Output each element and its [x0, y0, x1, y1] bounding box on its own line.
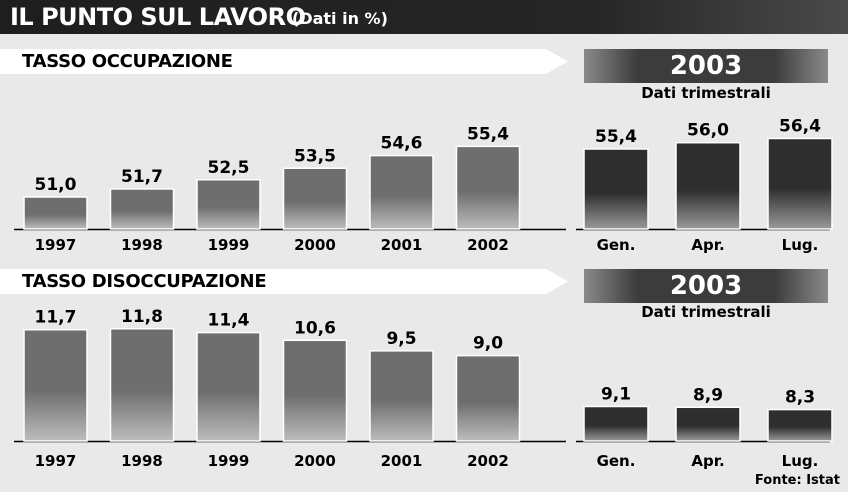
x-tick-label: 2001	[381, 452, 423, 470]
quarter-year-box-disoccupazione: 2003	[584, 269, 828, 303]
bar	[23, 328, 88, 442]
x-tick-label: Apr.	[691, 236, 724, 254]
data-label: 55,4	[595, 127, 637, 147]
bar	[369, 154, 434, 230]
data-label: 52,5	[208, 158, 250, 178]
x-tick-label: 1997	[35, 452, 77, 470]
data-label: 8,3	[785, 388, 815, 408]
x-tick-label: 2001	[381, 236, 423, 254]
data-label: 10,6	[294, 318, 336, 338]
bar	[767, 137, 833, 230]
data-label: 9,1	[601, 385, 631, 405]
data-label: 51,7	[121, 167, 163, 187]
bar	[675, 406, 741, 442]
bar	[675, 141, 741, 230]
data-label: 54,6	[381, 134, 423, 154]
bar	[282, 339, 348, 442]
bar	[109, 188, 175, 230]
page-title: IL PUNTO SUL LAVORO	[10, 3, 306, 31]
data-label: 56,4	[779, 117, 821, 137]
bar	[455, 354, 521, 442]
bar	[109, 328, 175, 442]
section-label-disoccupazione: TASSO DISOCCUPAZIONE	[0, 269, 568, 294]
x-tick-label: 1997	[35, 236, 77, 254]
bar	[23, 196, 88, 230]
chart-title-occupazione: TASSO OCCUPAZIONE	[22, 51, 233, 72]
bar	[583, 405, 649, 442]
quarter-year-box-occupazione: 2003	[584, 49, 828, 83]
quarter-subtitle-disoccupazione: Dati trimestrali	[641, 303, 771, 321]
section-label-occupazione: TASSO OCCUPAZIONE	[0, 49, 568, 74]
x-tick-label: Gen.	[597, 236, 636, 254]
data-label: 53,5	[294, 146, 336, 166]
title-bar: IL PUNTO SUL LAVORO (Dati in %)	[0, 0, 848, 34]
bar	[369, 350, 434, 442]
source-note: Fonte: Istat	[754, 473, 840, 488]
section-arrow-shape	[0, 49, 568, 74]
x-tick-label: Gen.	[597, 452, 636, 470]
x-tick-label: 1999	[208, 236, 250, 254]
x-tick-label: Lug.	[782, 452, 819, 470]
bar	[455, 145, 521, 230]
data-label: 9,5	[386, 329, 416, 349]
bar	[767, 408, 833, 442]
page-subtitle: (Dati in %)	[292, 9, 388, 28]
chart-title-disoccupazione: TASSO DISOCCUPAZIONE	[22, 271, 267, 292]
bar	[282, 167, 348, 230]
data-label: 51,0	[35, 175, 77, 195]
x-tick-label: 2000	[294, 236, 336, 254]
bar	[583, 148, 649, 230]
x-tick-label: 2002	[467, 452, 509, 470]
data-label: 11,7	[35, 308, 77, 328]
data-label: 11,4	[208, 311, 250, 331]
x-tick-label: 2002	[467, 236, 509, 254]
x-tick-label: 2000	[294, 452, 336, 470]
x-tick-label: Lug.	[782, 236, 819, 254]
x-tick-label: 1998	[121, 236, 163, 254]
data-label: 9,0	[473, 334, 503, 354]
quarter-subtitle-occupazione: Dati trimestrali	[641, 84, 771, 102]
data-label: 11,8	[121, 307, 163, 327]
x-tick-label: Apr.	[691, 452, 724, 470]
data-label: 56,0	[687, 121, 729, 141]
data-label: 8,9	[693, 385, 723, 405]
data-label: 55,4	[467, 124, 509, 144]
section-arrow-shape	[0, 269, 568, 294]
bar	[196, 179, 261, 230]
bar	[196, 331, 261, 442]
x-tick-label: 1998	[121, 452, 163, 470]
x-tick-label: 1999	[208, 452, 250, 470]
